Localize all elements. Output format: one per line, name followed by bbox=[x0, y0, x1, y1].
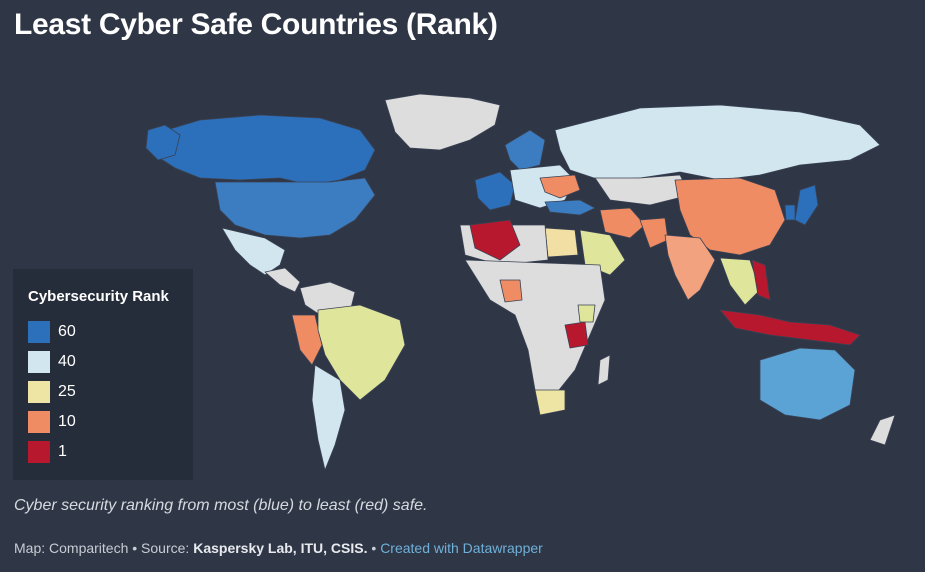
legend-item: 1 bbox=[28, 441, 67, 463]
legend-item: 25 bbox=[28, 381, 76, 403]
legend-swatch bbox=[28, 381, 50, 403]
peru-region[interactable] bbox=[291, 314, 323, 366]
world-map bbox=[145, 93, 896, 471]
china-region[interactable] bbox=[674, 177, 786, 256]
south-africa-region[interactable] bbox=[534, 389, 566, 416]
legend-swatch bbox=[28, 441, 50, 463]
legend-title: Cybersecurity Rank bbox=[28, 288, 169, 305]
legend-label: 1 bbox=[58, 443, 67, 460]
australia-region[interactable] bbox=[759, 347, 856, 421]
legend-item: 60 bbox=[28, 321, 76, 343]
footer-source: Kaspersky Lab, ITU, CSIS. bbox=[193, 540, 368, 556]
saudi-arabia-region[interactable] bbox=[579, 229, 626, 276]
korea-region[interactable] bbox=[784, 204, 796, 221]
legend-swatch bbox=[28, 321, 50, 343]
usa-region[interactable] bbox=[214, 177, 376, 239]
legend-label: 10 bbox=[58, 413, 76, 430]
indonesia-region[interactable] bbox=[719, 309, 861, 346]
india-region[interactable] bbox=[664, 234, 716, 301]
brazil-region[interactable] bbox=[317, 304, 406, 401]
russia-region[interactable] bbox=[554, 104, 881, 181]
central-america-region[interactable] bbox=[264, 267, 301, 293]
western-europe-region[interactable] bbox=[474, 171, 516, 211]
turkey-region[interactable] bbox=[544, 199, 596, 216]
kenya-region[interactable] bbox=[577, 304, 596, 323]
legend-item: 40 bbox=[28, 351, 76, 373]
egypt-region[interactable] bbox=[544, 227, 579, 258]
legend-swatch bbox=[28, 351, 50, 373]
vietnam-region[interactable] bbox=[751, 259, 771, 301]
legend-swatch bbox=[28, 411, 50, 433]
footer-map-credit: Map: Comparitech • Source: bbox=[14, 540, 194, 556]
map-caption: Cyber security ranking from most (blue) … bbox=[14, 497, 428, 514]
madagascar-region[interactable] bbox=[597, 354, 611, 386]
algeria-region[interactable] bbox=[469, 219, 521, 261]
legend-label: 40 bbox=[58, 353, 76, 370]
footer-separator: • bbox=[367, 540, 381, 556]
argentina-chile-region[interactable] bbox=[311, 364, 346, 471]
legend-panel: Cybersecurity Rank 60 40 25 10 1 bbox=[13, 269, 193, 480]
alaska-region[interactable] bbox=[145, 124, 181, 161]
greenland-region[interactable] bbox=[384, 93, 501, 151]
japan-region[interactable] bbox=[794, 184, 819, 226]
legend-label: 25 bbox=[58, 383, 76, 400]
pakistan-region[interactable] bbox=[639, 217, 669, 249]
iran-region[interactable] bbox=[599, 207, 646, 239]
legend-label: 60 bbox=[58, 323, 76, 340]
scandinavia-region[interactable] bbox=[504, 129, 546, 171]
new-zealand-region[interactable] bbox=[869, 414, 896, 446]
canada-region[interactable] bbox=[149, 114, 376, 186]
mexico-region[interactable] bbox=[221, 227, 286, 276]
ukraine-region[interactable] bbox=[539, 174, 581, 199]
central-asia-region[interactable] bbox=[594, 174, 691, 206]
footer: Map: Comparitech • Source: Kaspersky Lab… bbox=[14, 540, 543, 556]
legend-item: 10 bbox=[28, 411, 76, 433]
southeast-asia-region[interactable] bbox=[719, 257, 761, 306]
nigeria-region[interactable] bbox=[499, 279, 523, 303]
datawrapper-link[interactable]: Created with Datawrapper bbox=[380, 540, 543, 556]
tanzania-region[interactable] bbox=[564, 321, 589, 349]
page-title: Least Cyber Safe Countries (Rank) bbox=[14, 8, 498, 41]
